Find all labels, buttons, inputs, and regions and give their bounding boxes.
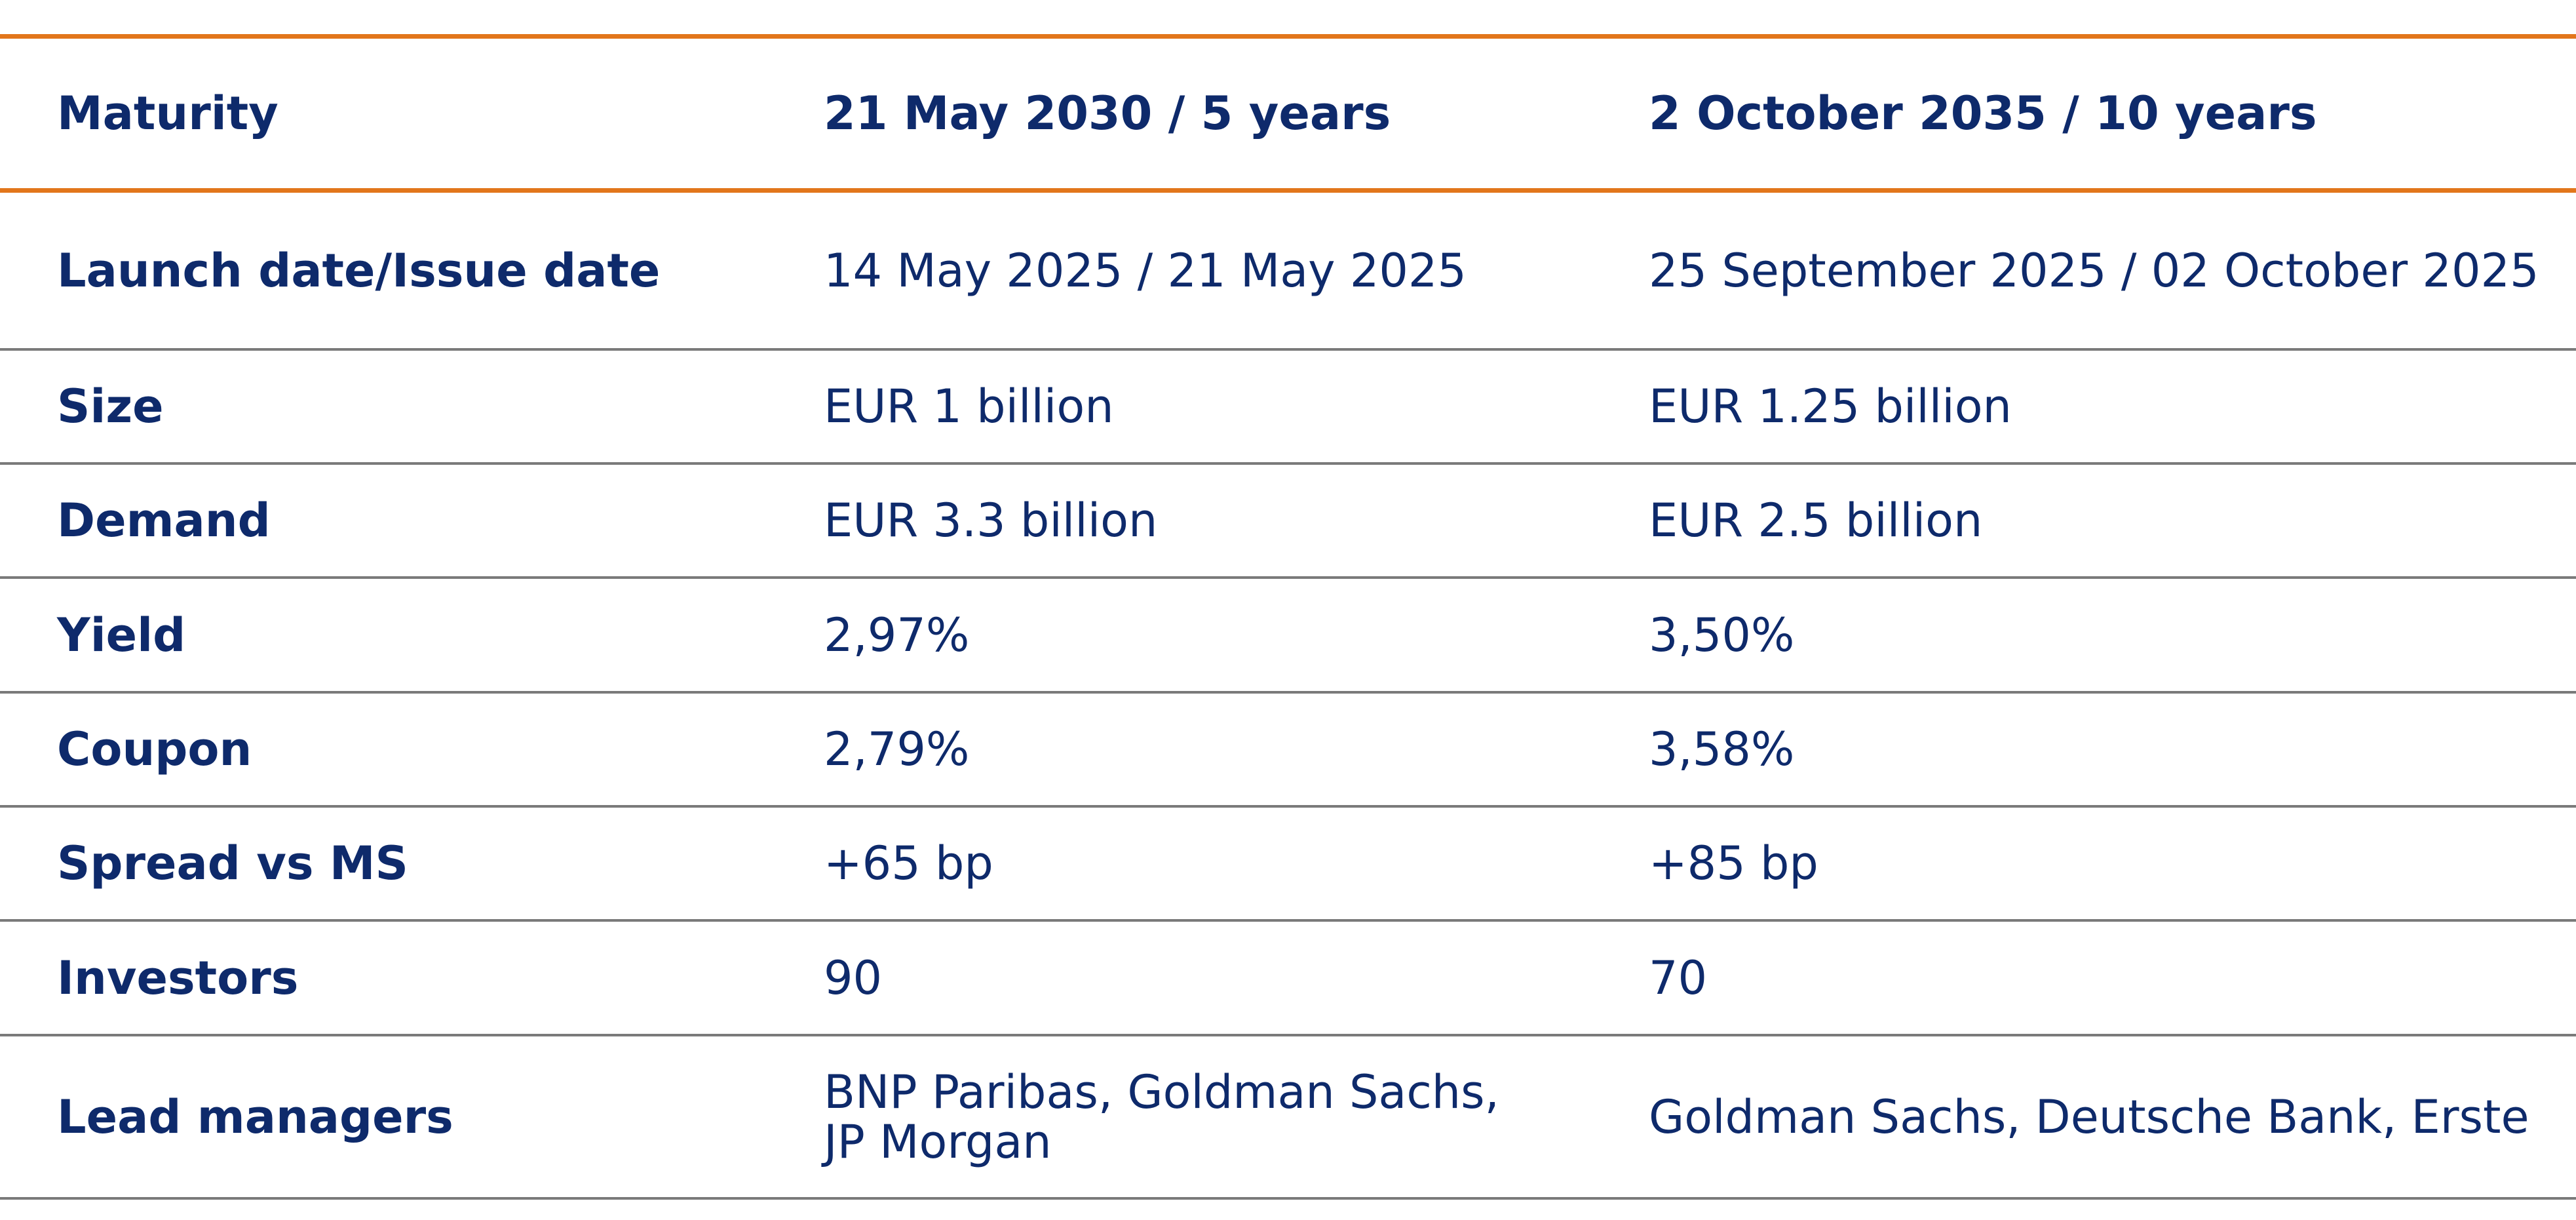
- row-value-2030: 90: [824, 951, 883, 1005]
- row-label: Size: [57, 380, 164, 433]
- table-row: Spread vs MS +65 bp +85 bp: [0, 808, 2576, 922]
- row-value-2035: Goldman Sachs, Deutsche Bank, Erste: [1649, 1090, 2529, 1144]
- table-row: Launch date/Issue date 14 May 2025 / 21 …: [0, 193, 2576, 351]
- row-label: Spread vs MS: [57, 836, 408, 890]
- row-label: Launch date/Issue date: [57, 243, 661, 298]
- table-row: Yield 2,97% 3,50%: [0, 579, 2576, 694]
- table-row: Investors 90 70: [0, 922, 2576, 1036]
- row-value-2030: EUR 3.3 billion: [824, 494, 1158, 547]
- header-label-maturity: Maturity: [57, 87, 279, 140]
- row-value-2035: +85 bp: [1649, 836, 1818, 890]
- bond-issue-table: Maturity 21 May 2030 / 5 years 2 October…: [0, 34, 2576, 1200]
- table-header-row: Maturity 21 May 2030 / 5 years 2 October…: [0, 34, 2576, 193]
- row-label: Coupon: [57, 722, 252, 776]
- table-row: Lead managers BNP Paribas, Goldman Sachs…: [0, 1036, 2576, 1200]
- header-col-2035: 2 October 2035 / 10 years: [1649, 87, 2317, 140]
- row-value-2035: 3,58%: [1649, 722, 1795, 776]
- row-value-2035: EUR 2.5 billion: [1649, 494, 1983, 547]
- row-label: Demand: [57, 494, 271, 547]
- table-row: Size EUR 1 billion EUR 1.25 billion: [0, 351, 2576, 465]
- row-value-2035: 70: [1649, 951, 1708, 1005]
- row-value-2030: BNP Paribas, Goldman Sachs, JP Morgan: [824, 1065, 1499, 1169]
- row-value-2030: 2,79%: [824, 722, 970, 776]
- row-value-2030: +65 bp: [824, 836, 993, 890]
- row-value-2035: 25 September 2025 / 02 October 2025: [1649, 243, 2539, 298]
- row-label: Lead managers: [57, 1090, 453, 1144]
- row-value-2030: 14 May 2025 / 21 May 2025: [824, 243, 1467, 298]
- header-col-2030: 21 May 2030 / 5 years: [824, 87, 1391, 140]
- row-value-2035: EUR 1.25 billion: [1649, 380, 2012, 433]
- table-row: Demand EUR 3.3 billion EUR 2.5 billion: [0, 465, 2576, 579]
- row-value-2030: EUR 1 billion: [824, 380, 1114, 433]
- row-value-2035: 3,50%: [1649, 608, 1795, 662]
- row-value-2030: 2,97%: [824, 608, 970, 662]
- row-label: Investors: [57, 951, 299, 1005]
- row-label: Yield: [57, 608, 186, 662]
- table-row: Coupon 2,79% 3,58%: [0, 694, 2576, 808]
